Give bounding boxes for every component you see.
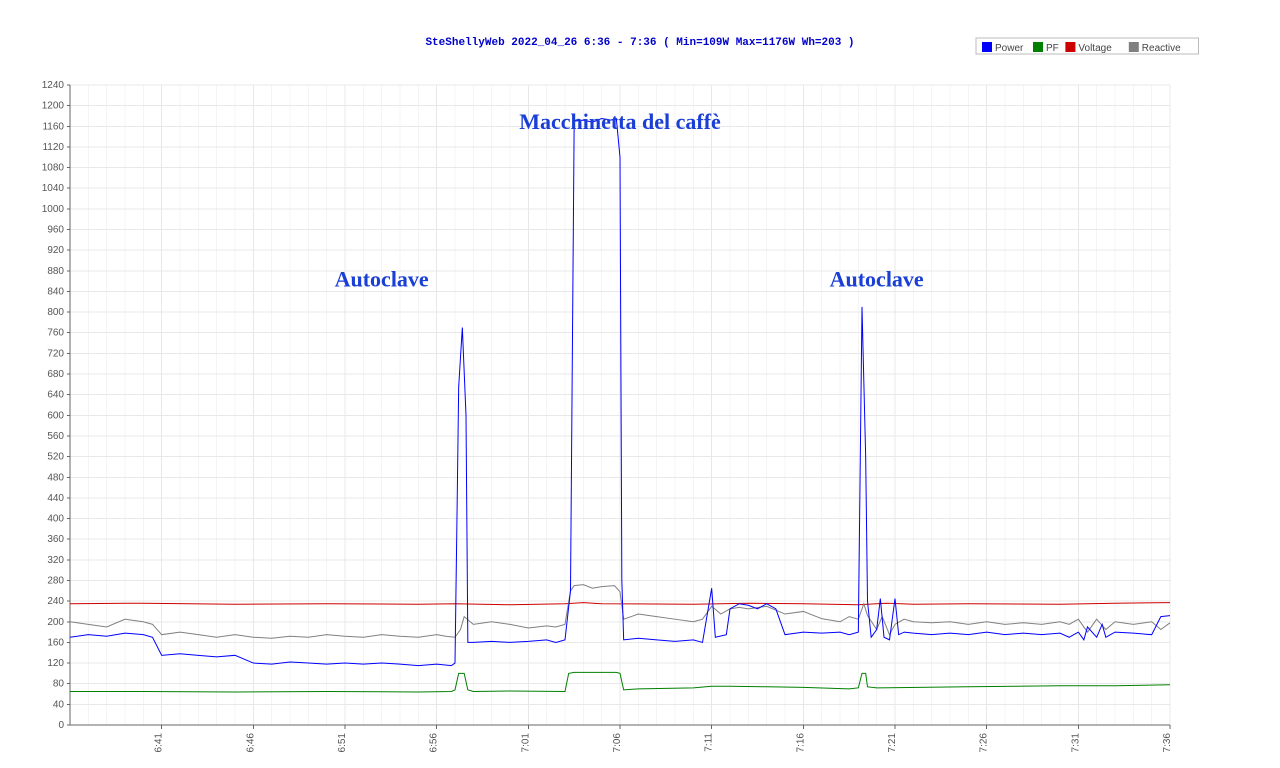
y-tick-label: 1160 — [42, 121, 64, 132]
legend-swatch — [1033, 42, 1043, 52]
x-tick-label: 7:26 — [979, 733, 990, 753]
legend-label: Power — [995, 43, 1024, 54]
y-tick-label: 80 — [53, 679, 65, 690]
annotation-1: Autoclave — [335, 266, 429, 291]
y-tick-label: 360 — [47, 534, 64, 545]
y-tick-label: 1200 — [42, 101, 65, 112]
y-tick-label: 200 — [47, 617, 64, 628]
y-tick-label: 720 — [47, 348, 64, 359]
x-tick-label: 7:31 — [1070, 733, 1081, 753]
y-tick-label: 760 — [47, 328, 64, 339]
x-tick-label: 7:16 — [795, 733, 806, 753]
y-tick-label: 600 — [47, 410, 64, 421]
y-tick-label: 640 — [47, 390, 64, 401]
x-tick-label: 7:11 — [704, 733, 715, 752]
y-tick-label: 40 — [53, 699, 65, 710]
x-tick-label: 7:36 — [1162, 733, 1173, 753]
y-tick-label: 0 — [58, 720, 64, 731]
x-tick-label: 6:51 — [337, 733, 348, 753]
chart-title: SteShellyWeb 2022_04_26 6:36 - 7:36 ( Mi… — [425, 37, 854, 49]
power-chart: 0 40 80 120 160 200 240 280 320 360 400 440 480 520 56… — [0, 0, 1280, 768]
x-tick-label: 7:21 — [887, 733, 898, 753]
y-tick-label: 960 — [47, 225, 64, 236]
x-tick-label: 6:46 — [245, 733, 256, 753]
y-tick-label: 440 — [47, 493, 64, 504]
y-tick-label: 240 — [47, 596, 64, 607]
y-tick-label: 920 — [47, 245, 64, 256]
y-tick-label: 560 — [47, 431, 64, 442]
y-tick-label: 480 — [47, 472, 64, 483]
annotation-2: Autoclave — [830, 266, 924, 291]
annotation-0: Macchinetta del caffè — [519, 109, 721, 134]
legend-label: Reactive — [1142, 43, 1181, 54]
y-tick-label: 120 — [47, 658, 64, 669]
legend-swatch — [1129, 42, 1139, 52]
y-tick-label: 1120 — [42, 142, 64, 153]
y-tick-label: 800 — [47, 307, 64, 318]
y-tick-label: 280 — [47, 575, 64, 586]
legend-swatch — [982, 42, 992, 52]
y-tick-label: 400 — [47, 514, 64, 525]
y-tick-label: 160 — [47, 637, 64, 648]
y-tick-label: 840 — [47, 286, 64, 297]
y-tick-label: 1080 — [42, 163, 65, 174]
x-tick-label: 7:01 — [520, 733, 531, 753]
y-tick-label: 1040 — [42, 183, 65, 194]
legend-label: PF — [1046, 43, 1059, 54]
x-tick-label: 6:41 — [154, 733, 165, 753]
x-tick-label: 7:06 — [612, 733, 623, 753]
y-tick-label: 1000 — [42, 204, 65, 215]
y-tick-label: 880 — [47, 266, 64, 277]
y-tick-label: 1240 — [42, 80, 65, 91]
legend-label: Voltage — [1078, 43, 1112, 54]
y-tick-label: 520 — [47, 452, 64, 463]
x-tick-label: 6:56 — [429, 733, 440, 753]
legend-swatch — [1065, 42, 1075, 52]
y-tick-label: 320 — [47, 555, 64, 566]
y-tick-label: 680 — [47, 369, 64, 380]
